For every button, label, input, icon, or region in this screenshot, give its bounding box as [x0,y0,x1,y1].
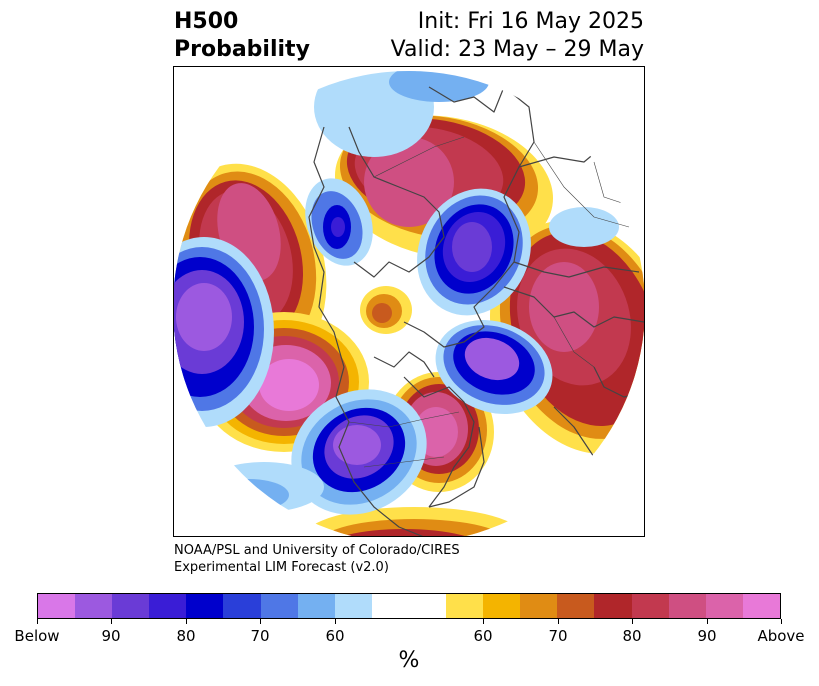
colorbar-tick-label: 90 [101,627,121,645]
colorbar [37,593,781,619]
colorbar-segment [334,594,372,618]
colorbar-tick-mark [632,619,633,624]
colorbar-tick-label: Below [14,627,60,645]
colorbar-tick-label: 80 [622,627,642,645]
colorbar-tick-mark [558,619,559,624]
probability-map [173,66,645,537]
colorbar-tick-mark [37,619,38,624]
negative-anomaly-bottom-left [204,462,324,512]
positive-anomaly-pole [360,286,412,334]
colorbar-tick-label: 70 [250,627,270,645]
colorbar-segment [705,594,743,618]
credit-text: NOAA/PSL and University of Colorado/CIRE… [174,542,460,576]
colorbar-segment [668,594,706,618]
colorbar-tick-mark [260,619,261,624]
colorbar-segment [483,594,521,618]
colorbar-segment [631,594,669,618]
colorbar-segment [75,594,113,618]
colorbar-segment [557,594,595,618]
colorbar-segment [297,594,335,618]
colorbar-tick-label: 90 [697,627,717,645]
colorbar-segment [408,594,447,618]
colorbar-tick-label: 80 [176,627,196,645]
colorbar-segment [446,594,484,618]
negative-anomaly-greenland-atlantic [435,319,553,415]
colorbar-tick-mark [483,619,484,624]
colorbar-tick-mark [335,619,336,624]
negative-anomaly-alaska [305,178,373,266]
map-svg [174,71,644,536]
colorbar-segment [520,594,558,618]
colorbar-segment [112,594,150,618]
title-variable: H500 [174,9,239,34]
colorbar-segment [371,594,409,618]
chart-title: H500 Probability [174,8,310,64]
colorbar-tick-label: Above [757,627,805,645]
colorbar-tick-label: 70 [548,627,568,645]
colorbar-segment [223,594,261,618]
init-date: Init: Fri 16 May 2025 [417,9,644,34]
colorbar-segment [38,594,76,618]
colorbar-segment [742,594,780,618]
colorbar-unit: % [398,648,420,673]
negative-anomaly-north-pacific [174,237,274,427]
positive-anomaly-south-rim [304,507,524,536]
negative-anomaly-siberia [417,188,531,316]
title-quantity: Probability [174,37,310,62]
colorbar-segment [260,594,298,618]
colorbar-tick-mark [186,619,187,624]
colorbar-tick-label: 60 [473,627,493,645]
colorbar-segment [594,594,632,618]
valid-range: Valid: 23 May – 29 May [390,37,644,62]
credit-line-2: Experimental LIM Forecast (v2.0) [174,560,389,575]
colorbar-tick-mark [111,619,112,624]
colorbar-tick-mark [707,619,708,624]
credit-line-1: NOAA/PSL and University of Colorado/CIRE… [174,543,460,558]
colorbar-segment [149,594,187,618]
colorbar-tick-label: 60 [325,627,345,645]
colorbar-tick-mark [781,619,782,624]
negative-anomaly-western-us [291,389,427,515]
colorbar-segment [186,594,224,618]
forecast-dates: Init: Fri 16 May 2025 Valid: 23 May – 29… [391,8,644,64]
